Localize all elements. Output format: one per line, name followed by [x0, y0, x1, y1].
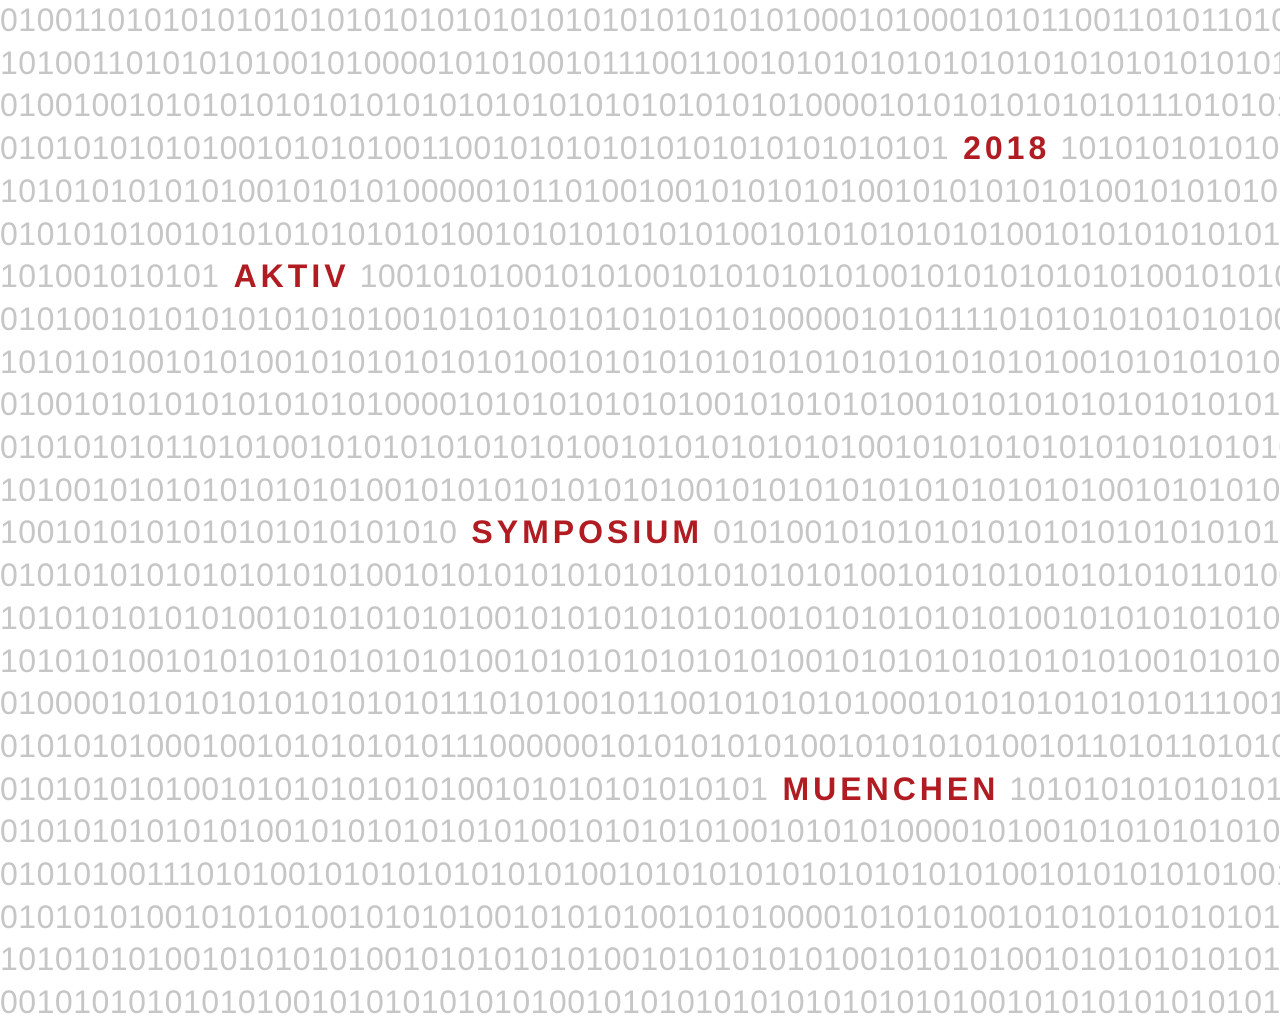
- binary-row: 0101010101010101010100101010101010101010…: [0, 554, 1280, 596]
- highlight-word-2018: 2018: [963, 130, 1051, 167]
- binary-digits: 0101010101010010101010011001010101010101…: [0, 130, 950, 167]
- binary-digits: 0101010101101010010101010101010100101010…: [0, 429, 1280, 465]
- binary-digits: 0101010101010100101010101010100101010101…: [0, 813, 1280, 850]
- binary-digits: 0100110101010101010101010101010101010101…: [0, 2, 1280, 38]
- binary-row: 0100101010101010101010000101010101010100…: [0, 383, 1280, 425]
- binary-row: 1010010101010101010100101010101010101001…: [0, 469, 1280, 511]
- binary-row: 101001010101 AKTIV 10010101001010100101010…: [0, 255, 1280, 297]
- binary-digits: 10101010101010100101: [1009, 770, 1280, 807]
- binary-digits: 101001010101: [0, 258, 220, 295]
- binary-row: 0101010011101010010101010101010100101010…: [0, 853, 1280, 895]
- binary-digits: 1001010101010101010101010: [0, 514, 458, 551]
- binary-row: 0101010100101010100101010100101010100101…: [0, 896, 1280, 938]
- binary-row: 0101001010101010101010010101010101010101…: [0, 298, 1280, 340]
- binary-row: 1010101010101001010101000001011010010010…: [0, 170, 1280, 212]
- binary-row: 1001010101010101010101010 SYMPOSIUM 010100…: [0, 511, 1280, 553]
- binary-row: 1010101001010100101010101010100101010101…: [0, 341, 1280, 383]
- binary-digits: 1010101010101001010101010100101010101010…: [0, 599, 1280, 636]
- binary-digits: 0101001010101010101010101010101001: [713, 514, 1280, 551]
- binary-digits: 1010011010101010010100001010100101110011…: [0, 44, 1280, 81]
- binary-digits: 0101010101001010101010101001010101010101…: [0, 770, 769, 807]
- binary-digits: 1010101001010101010101010100101010101010…: [0, 642, 1280, 679]
- binary-row: 0100001010101010101010101110101001011001…: [0, 682, 1280, 724]
- binary-row: 0101010101010100101010101010100101010101…: [0, 810, 1280, 852]
- binary-digits: 0101010100101010100101010100101010100101…: [0, 898, 1280, 935]
- binary-row: 0100100101010101010101010101010101010101…: [0, 84, 1280, 126]
- highlight-word-muenchen: MUENCHEN: [782, 770, 1000, 807]
- binary-digits: 1010010101010101010100101010101010101001…: [0, 471, 1280, 508]
- binary-digits: 0010101010101010010101010101010010101010…: [0, 984, 1280, 1021]
- binary-digits: 0101010011101010010101010101010100101010…: [0, 856, 1280, 892]
- binary-digits: 1010101010101001010101000001011010010010…: [0, 172, 1280, 209]
- binary-digits: 0101010100101010101010101001010101010101…: [0, 215, 1280, 252]
- binary-digits: 0100100101010101010101010101010101010101…: [0, 87, 1280, 124]
- binary-row: 0101010101101010010101010101010100101010…: [0, 426, 1280, 468]
- binary-digits: 1010101001010100101010101010100101010101…: [0, 343, 1280, 380]
- binary-row: 0101010100010010101010101110000001010101…: [0, 725, 1280, 767]
- binary-digits: 0100101010101010101010000101010101010100…: [0, 386, 1280, 423]
- binary-row: 1010101010101001010101010100101010101010…: [0, 597, 1280, 639]
- binary-row: 1010101010010101010100101010101010010101…: [0, 938, 1280, 980]
- binary-digits: 0101010101010101010100101010101010101010…: [0, 557, 1280, 594]
- binary-row: 0010101010101010010101010101010010101010…: [0, 981, 1280, 1023]
- binary-row: 0101010101001010101010101001010101010101…: [0, 768, 1280, 810]
- highlight-word-symposium: SYMPOSIUM: [471, 514, 703, 551]
- binary-digits: 10101010101010100: [1060, 130, 1280, 167]
- binary-digits: 1001010100101010010101010101001010101010…: [359, 258, 1280, 295]
- binary-digits: 1010101010010101010100101010101010010101…: [0, 941, 1280, 978]
- binary-row: 1010101001010101010101010100101010101010…: [0, 640, 1280, 682]
- binary-row: 0101010100101010101010101001010101010101…: [0, 213, 1280, 255]
- binary-row: 0101010101010010101010011001010101010101…: [0, 127, 1280, 169]
- binary-digits: 0100001010101010101010101110101001011001…: [0, 685, 1280, 722]
- binary-digits: 0101010100010010101010101110000001010101…: [0, 727, 1280, 764]
- binary-row: 1010011010101010010100001010100101110011…: [0, 42, 1280, 84]
- highlight-word-aktiv: AKTIV: [233, 258, 350, 295]
- binary-row: 0100110101010101010101010101010101010101…: [0, 0, 1280, 41]
- binary-digits: 0101001010101010101010010101010101010101…: [0, 300, 1280, 337]
